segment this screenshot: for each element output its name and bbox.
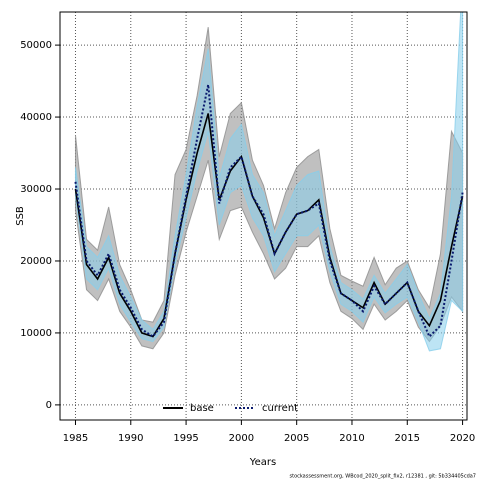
- footnote: stockassessment.org, WBcod_2020_split_fi…: [290, 474, 477, 480]
- x-tick-label: 1995: [173, 433, 198, 444]
- x-tick-label: 2010: [339, 433, 364, 444]
- y-tick-label: 30000: [20, 184, 52, 195]
- y-tick-label: 50000: [20, 40, 52, 51]
- series-line: [74, 84, 464, 339]
- legend-label: base: [190, 403, 214, 414]
- y-axis-label: SSB: [15, 206, 26, 226]
- x-tick-label: 1990: [118, 433, 143, 444]
- legend-label: current: [262, 403, 298, 414]
- y-tick-label: 40000: [20, 112, 52, 123]
- confidence-band: [74, 27, 464, 350]
- x-tick-label: 2005: [284, 433, 309, 444]
- y-tick-label: 10000: [20, 328, 52, 339]
- x-tick-label: 2015: [395, 433, 420, 444]
- y-tick-label: 0: [46, 400, 52, 411]
- y-tick-label: 20000: [20, 256, 52, 267]
- x-tick-label: 2000: [229, 433, 254, 444]
- plot-area: [60, 12, 467, 420]
- x-tick-label: 1985: [63, 433, 88, 444]
- x-axis-label: Years: [249, 457, 276, 468]
- x-tick-label: 2020: [450, 433, 475, 444]
- plot-frame: [59, 11, 468, 421]
